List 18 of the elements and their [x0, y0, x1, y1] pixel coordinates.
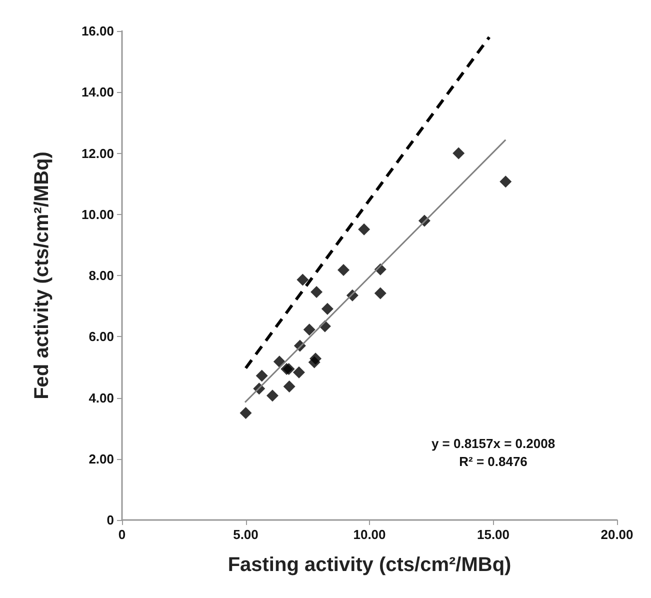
y-tick-label: 6.00 — [88, 329, 114, 344]
annotation: y = 0.8157x = 0.2008 — [431, 436, 556, 452]
y-tick-label: 10.00 — [81, 206, 114, 222]
x-tick-label: 15.00 — [476, 527, 510, 542]
annotation: R² = 0.8476 — [459, 454, 528, 470]
y-tick-label: 4.00 — [88, 390, 114, 406]
y-tick-label: 0 — [106, 512, 114, 528]
x-axis-title: Fasting activity (cts/cm²/MBq) — [228, 554, 512, 576]
y-tick-label: 2.00 — [88, 451, 114, 466]
y-axis-title: Fed activity (cts/cm²/MBq) — [31, 152, 53, 400]
y-tick-label: 12.00 — [81, 146, 114, 161]
y-tick-label: 14.00 — [81, 84, 114, 100]
x-tick-label: 0 — [118, 527, 126, 542]
y-tick-label: 16.00 — [81, 24, 114, 38]
x-tick-label: 5.00 — [233, 527, 258, 542]
x-tick-label: 20.00 — [600, 527, 634, 542]
y-tick-label: 8.00 — [88, 268, 114, 283]
x-tick-label: 10.00 — [353, 527, 386, 542]
